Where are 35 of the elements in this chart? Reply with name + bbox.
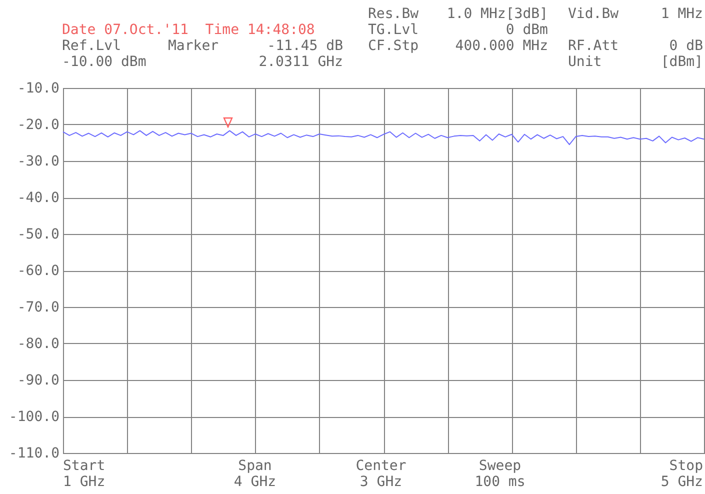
text: TG.Lvl [368, 22, 419, 38]
text: Res.Bw [368, 6, 419, 22]
text: -10.00 dBm [62, 54, 146, 70]
text: Date 07.Oct.'11 Time 14:48:08 [62, 22, 315, 38]
text: [dBm] [660, 54, 703, 70]
text: 0 dB [669, 38, 703, 54]
text: Stop 5 GHz [660, 458, 703, 490]
text: Marker [168, 38, 219, 54]
text: Unit [568, 54, 602, 70]
text: 2.0311 GHz [258, 54, 343, 70]
text: Sweep 100 ms [474, 458, 526, 490]
text: Start 1 GHz [63, 458, 106, 490]
y-tick-label: -70.0 [17, 300, 60, 316]
text: 400.000 MHz [455, 38, 548, 54]
y-tick-label: -90.0 [17, 372, 60, 388]
y-tick-label: -110.0 [8, 446, 60, 462]
text: RF.Att [568, 38, 619, 54]
text: 0 dBm [506, 22, 548, 38]
text: Span 4 GHz [234, 458, 276, 490]
y-tick-label: -20.0 [17, 117, 60, 133]
y-tick-label: -40.0 [17, 190, 60, 206]
line-series [62, 130, 704, 146]
y-tick-label: -30.0 [17, 154, 60, 170]
text: Vid.Bw [568, 6, 619, 22]
text: -11.45 dB [267, 38, 343, 54]
text: 1 MHz [660, 6, 703, 22]
y-tick-label: -60.0 [17, 263, 60, 279]
text: CF.Stp [368, 38, 419, 54]
y-tick-label: -50.0 [17, 226, 60, 242]
text: Center 3 GHz [356, 458, 406, 490]
y-tick-label: -80.0 [17, 336, 60, 352]
text: Ref.Lvl [62, 38, 122, 54]
y-tick-label: -10.0 [17, 80, 60, 96]
text: 1.0 MHz[3dB] [446, 6, 548, 22]
y-tick-label: -100.0 [8, 409, 60, 425]
